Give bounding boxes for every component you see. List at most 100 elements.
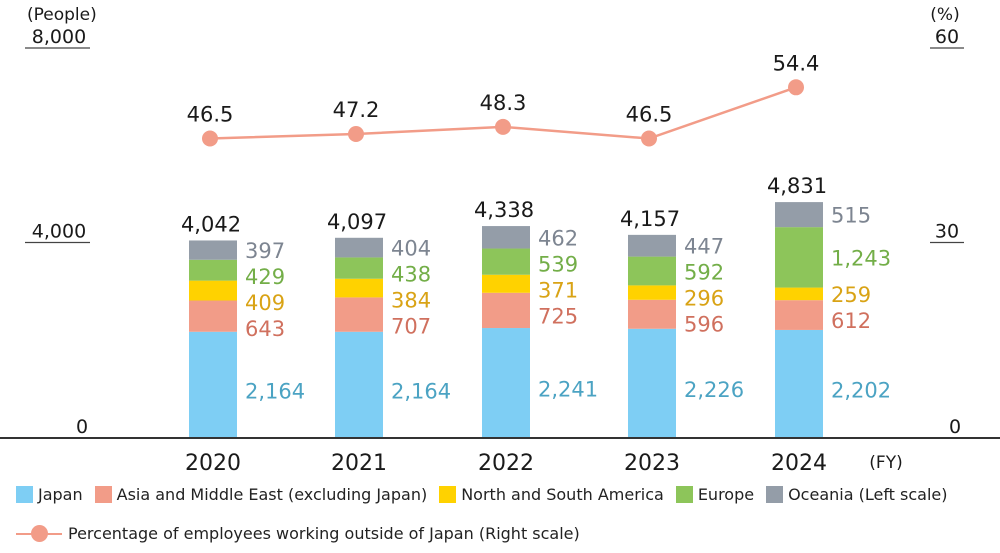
percentage-point bbox=[348, 125, 364, 142]
percentage-point bbox=[202, 130, 218, 147]
segment-label: 2,164 bbox=[391, 379, 451, 403]
legend-line: Percentage of employees working outside … bbox=[16, 524, 592, 543]
bar-segment-japan bbox=[775, 329, 823, 437]
bar-segment-north bbox=[775, 287, 823, 301]
bar-segment-europe bbox=[628, 256, 676, 286]
segment-label: 462 bbox=[538, 226, 578, 250]
segment-label: 404 bbox=[391, 237, 431, 261]
bars bbox=[189, 202, 823, 437]
segment-label: 725 bbox=[538, 304, 578, 328]
right-tick-label: 30 bbox=[935, 221, 959, 243]
segment-label: 643 bbox=[245, 317, 285, 341]
percentage-label: 54.4 bbox=[773, 51, 820, 75]
legend-label: Asia and Middle East (excluding Japan) bbox=[116, 485, 428, 504]
percentage-point bbox=[495, 118, 511, 135]
left-tick-label: 4,000 bbox=[32, 221, 86, 243]
legend-swatch-japan bbox=[16, 486, 33, 503]
segment-label: 259 bbox=[831, 283, 871, 307]
segment-label: 397 bbox=[245, 239, 285, 263]
segment-label: 539 bbox=[538, 252, 578, 276]
segment-label: 296 bbox=[684, 287, 724, 311]
left-tick-label: 0 bbox=[76, 416, 88, 438]
legend-line-marker-icon bbox=[16, 525, 62, 542]
segment-label: 371 bbox=[538, 278, 578, 302]
bar-segment-japan bbox=[189, 331, 237, 437]
bar-segment-north bbox=[189, 280, 237, 301]
percentage-line bbox=[202, 79, 804, 147]
segment-label: 384 bbox=[391, 289, 431, 313]
percentage-label: 47.2 bbox=[333, 98, 380, 122]
x-tick-label: 2022 bbox=[478, 451, 534, 476]
left-axis-unit: (People) bbox=[27, 5, 97, 25]
x-tick-label: 2020 bbox=[185, 451, 241, 476]
x-tick-label: 2021 bbox=[331, 451, 387, 476]
bar-segment-europe bbox=[189, 259, 237, 281]
bar-segment-north bbox=[482, 274, 530, 293]
left-tick-label: 8,000 bbox=[32, 26, 86, 48]
segment-label: 596 bbox=[684, 313, 724, 337]
total-label: 4,042 bbox=[181, 212, 241, 236]
segment-label: 429 bbox=[245, 265, 285, 289]
total-label: 4,831 bbox=[767, 174, 827, 198]
bar-segment-europe bbox=[335, 257, 383, 279]
bar-segment-asia bbox=[189, 300, 237, 332]
legend-swatch-asia bbox=[94, 486, 112, 503]
segment-label: 612 bbox=[831, 309, 871, 333]
bar-segment-oceania bbox=[775, 202, 823, 228]
legend-item-oceania: Oceania (Left scale) bbox=[766, 485, 948, 504]
legend-item-europe: Europe bbox=[675, 485, 755, 504]
legend-label: North and South America bbox=[461, 485, 664, 504]
total-label: 4,097 bbox=[327, 210, 387, 234]
x-tick-label: 2024 bbox=[771, 451, 827, 476]
bar-segment-north bbox=[628, 285, 676, 300]
bar-segment-asia bbox=[628, 299, 676, 329]
legend-bars: Japan Asia and Middle East (excluding Ja… bbox=[16, 485, 960, 504]
percentage-point bbox=[641, 130, 657, 147]
bar-segment-europe bbox=[775, 227, 823, 288]
legend-item-asia: Asia and Middle East (excluding Japan) bbox=[94, 485, 428, 504]
bar-segment-oceania bbox=[482, 226, 530, 249]
segment-label: 2,226 bbox=[684, 378, 744, 402]
legend-label: Europe bbox=[697, 485, 755, 504]
segment-label: 409 bbox=[245, 291, 285, 315]
legend-item-percentage: Percentage of employees working outside … bbox=[16, 524, 580, 543]
percentage-label: 46.5 bbox=[626, 103, 673, 127]
bar-segment-oceania bbox=[189, 240, 237, 260]
segment-label: 2,202 bbox=[831, 378, 891, 402]
legend-item-americas: North and South America bbox=[439, 485, 664, 504]
percentage-point bbox=[788, 79, 804, 96]
legend-label: Oceania (Left scale) bbox=[788, 485, 948, 504]
bar-segment-asia bbox=[335, 297, 383, 332]
bar-segment-oceania bbox=[628, 234, 676, 257]
total-label: 4,157 bbox=[620, 207, 680, 231]
segment-label: 2,241 bbox=[538, 378, 598, 402]
segment-label: 592 bbox=[684, 261, 724, 285]
bar-segment-japan bbox=[482, 328, 530, 437]
segment-label: 707 bbox=[391, 315, 431, 339]
x-axis-unit: (FY) bbox=[869, 453, 902, 473]
percentage-label: 48.3 bbox=[480, 91, 527, 115]
legend-label: Percentage of employees working outside … bbox=[68, 524, 580, 543]
axes: (People) (%) 0 4,000 8,000 0 30 60 2020 2021 2022 2… bbox=[0, 5, 1000, 476]
legend-item-japan: Japan bbox=[16, 485, 83, 504]
segment-label: 447 bbox=[684, 235, 724, 259]
right-tick-label: 0 bbox=[949, 416, 961, 438]
segment-label: 438 bbox=[391, 263, 431, 287]
segment-label: 515 bbox=[831, 204, 871, 228]
bar-segment-asia bbox=[775, 300, 823, 330]
legend-swatch-americas bbox=[439, 486, 457, 503]
segment-label: 1,243 bbox=[831, 246, 891, 270]
bar-segment-europe bbox=[482, 248, 530, 275]
right-axis-unit: (%) bbox=[930, 5, 959, 25]
bar-segment-asia bbox=[482, 292, 530, 329]
bar-segment-japan bbox=[628, 328, 676, 437]
bar-segment-japan bbox=[335, 331, 383, 437]
legend-label: Japan bbox=[38, 485, 83, 504]
legend-swatch-oceania bbox=[766, 486, 784, 503]
bar-segment-oceania bbox=[335, 237, 383, 258]
x-tick-label: 2023 bbox=[624, 451, 680, 476]
bar-segment-north bbox=[335, 278, 383, 298]
total-label: 4,338 bbox=[474, 198, 534, 222]
